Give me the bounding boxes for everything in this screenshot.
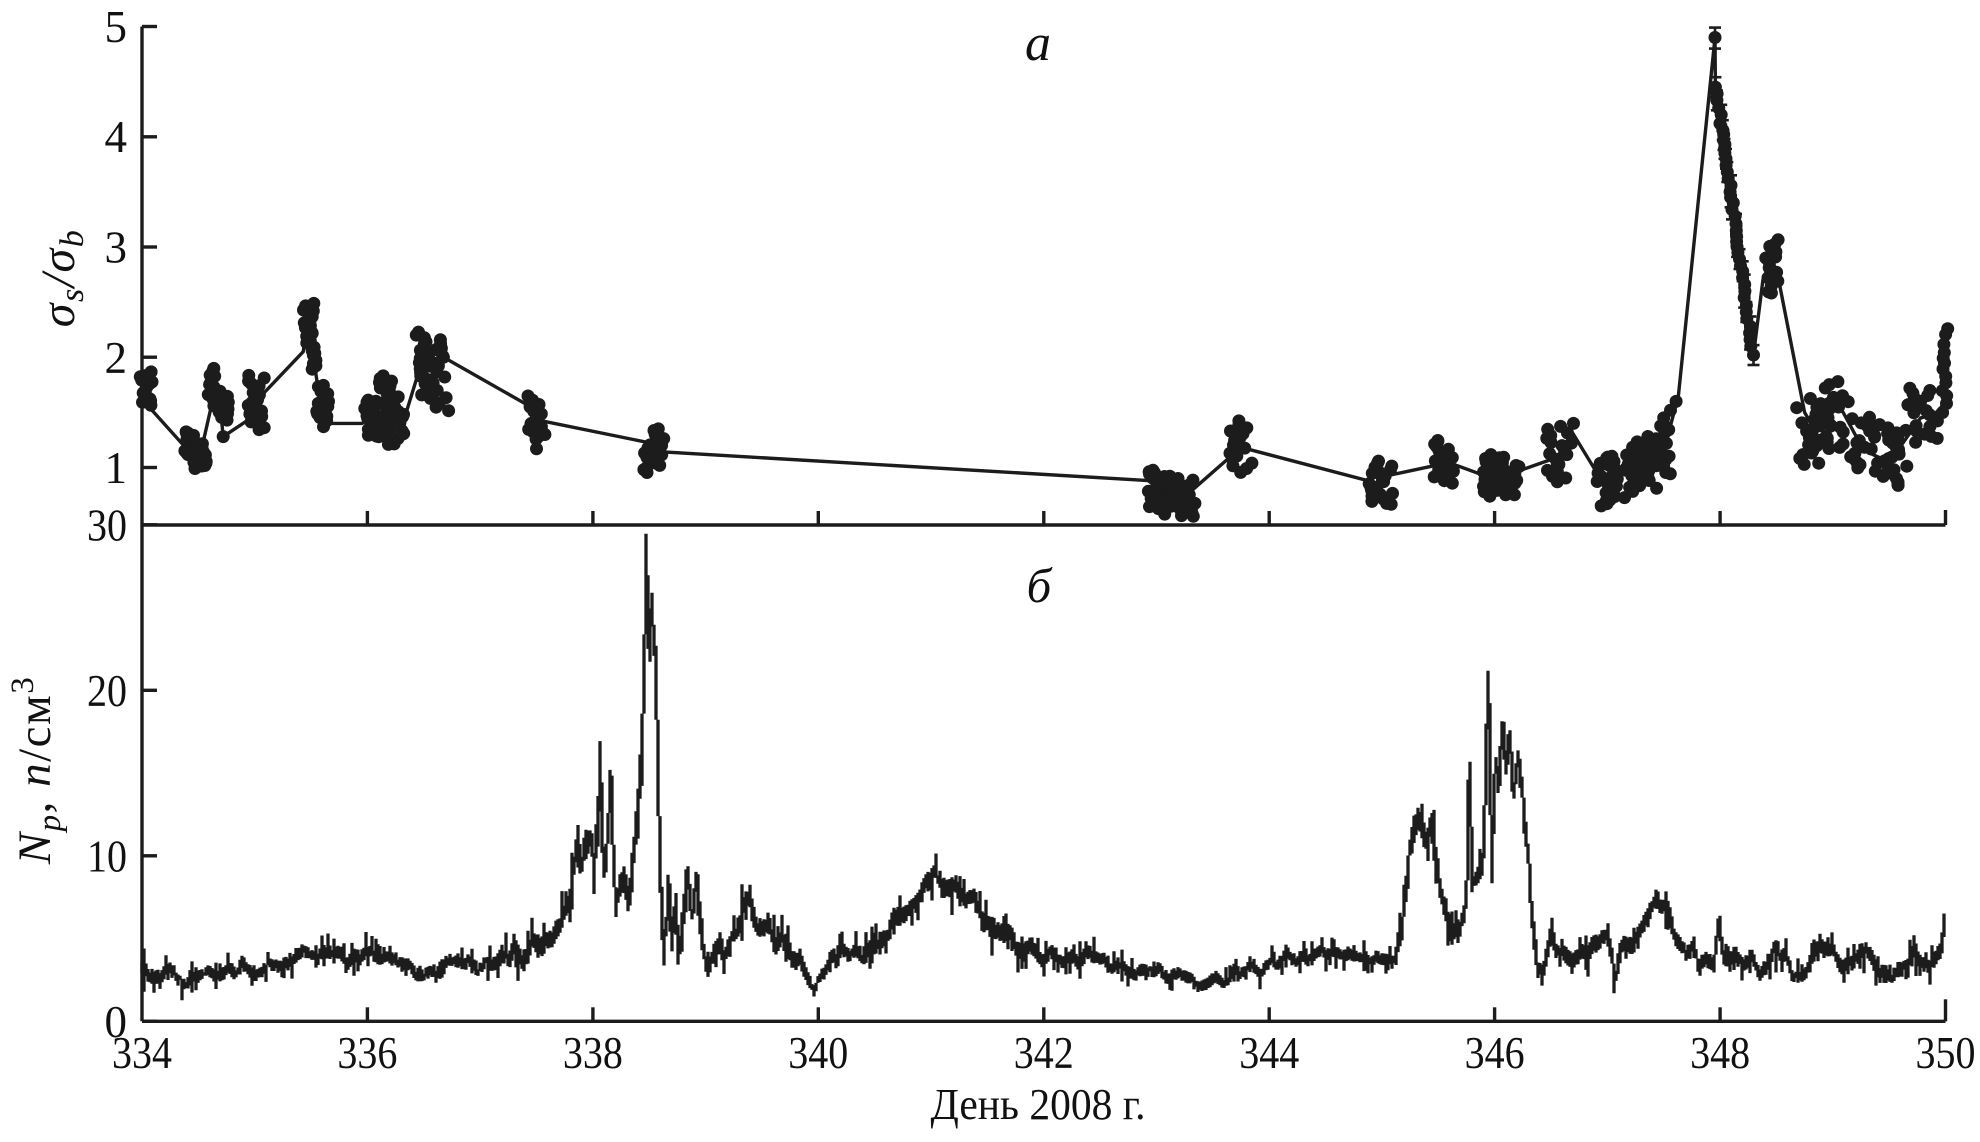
svg-text:1: 1 — [105, 443, 128, 493]
svg-text:348: 348 — [1690, 1028, 1750, 1078]
svg-text:342: 342 — [1014, 1028, 1074, 1078]
svg-text:336: 336 — [337, 1028, 397, 1078]
svg-text:3: 3 — [105, 223, 128, 273]
svg-text:4: 4 — [105, 112, 128, 162]
svg-text:10: 10 — [87, 831, 127, 881]
svg-text:20: 20 — [87, 666, 127, 716]
svg-text:0: 0 — [105, 997, 128, 1047]
svg-text:340: 340 — [788, 1028, 848, 1078]
svg-text:334: 334 — [112, 1028, 172, 1078]
svg-text:a: a — [1025, 15, 1051, 72]
svg-text:День 2008 г.: День 2008 г. — [931, 1080, 1146, 1129]
svg-text:б: б — [1027, 558, 1053, 613]
svg-text:5: 5 — [105, 2, 128, 52]
svg-text:Np, n/см3: Np, n/см3 — [5, 676, 68, 866]
svg-text:σs/σb: σs/σb — [32, 229, 91, 327]
svg-text:30: 30 — [87, 500, 127, 550]
svg-text:346: 346 — [1465, 1028, 1525, 1078]
svg-text:2: 2 — [105, 333, 128, 383]
svg-text:350: 350 — [1916, 1028, 1976, 1078]
svg-text:338: 338 — [563, 1028, 623, 1078]
svg-text:344: 344 — [1239, 1028, 1299, 1078]
